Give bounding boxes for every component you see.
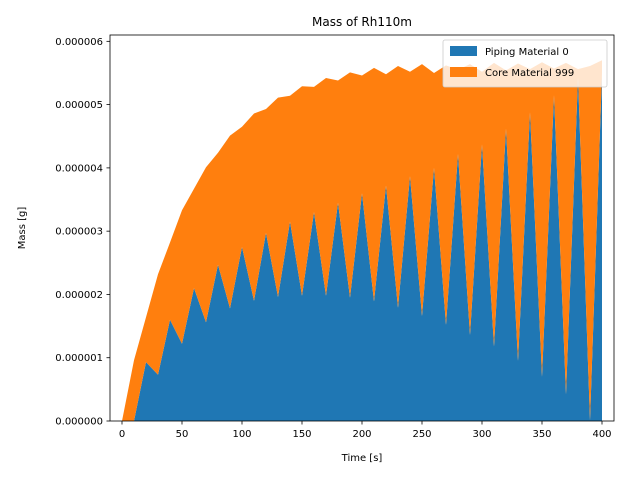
x-tick-label: 200 <box>352 429 371 440</box>
legend-box <box>442 39 608 88</box>
x-tick-label: 300 <box>472 429 491 440</box>
chart-title: Mass of Rh110m <box>312 15 412 29</box>
y-tick-label: 0.000002 <box>55 290 103 301</box>
y-tick-label: 0.000001 <box>55 353 103 364</box>
x-tick-label: 0 <box>119 429 125 440</box>
x-axis: 0 50 100 150 200 250 300 350 400 <box>119 421 612 440</box>
y-axis-label: Mass [g] <box>17 207 28 250</box>
y-axis: 0.000000 0.000001 0.000002 0.000003 0.000004… <box>55 37 110 428</box>
y-tick-label: 0.000006 <box>55 37 103 48</box>
area-series-2 <box>122 60 602 421</box>
x-tick-label: 400 <box>592 429 611 440</box>
x-tick-label: 350 <box>532 429 551 440</box>
legend-label: Piping Material 0 <box>485 47 569 58</box>
x-tick-label: 50 <box>176 429 189 440</box>
y-tick-label: 0.000003 <box>55 227 103 238</box>
y-tick-label: 0.000005 <box>55 100 103 111</box>
x-axis-label: Time [s] <box>341 453 383 464</box>
legend: Piping Material 0 Core Material 999 <box>442 39 608 88</box>
legend-swatch <box>450 46 477 56</box>
legend-label: Core Material 999 <box>485 68 574 79</box>
y-tick-label: 0.000000 <box>55 417 103 428</box>
x-tick-label: 250 <box>412 429 431 440</box>
area-series-1 <box>122 72 602 421</box>
x-tick-label: 100 <box>232 429 251 440</box>
plot-area <box>122 60 602 421</box>
legend-swatch <box>450 67 477 77</box>
x-tick-label: 150 <box>292 429 311 440</box>
y-tick-label: 0.000004 <box>55 163 103 174</box>
